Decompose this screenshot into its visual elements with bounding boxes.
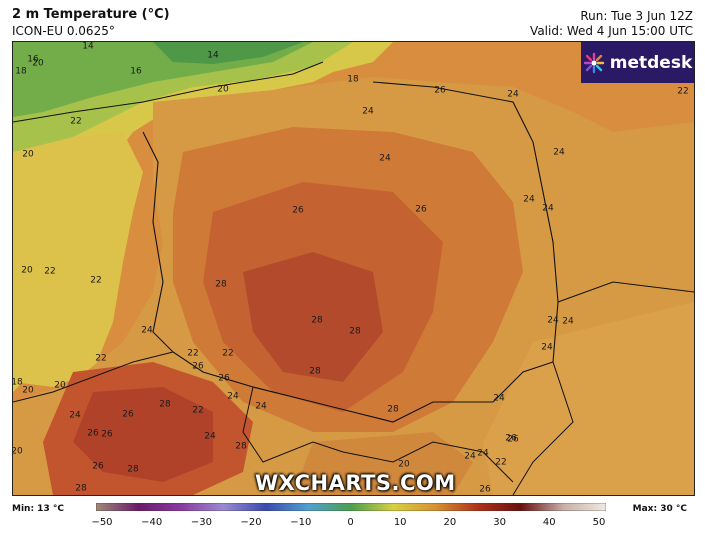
map-title: 2 m Temperature (°C) [12, 7, 170, 22]
contour-label: 24 [553, 147, 565, 158]
wxcharts-watermark: WXCHARTS.COM [255, 471, 456, 495]
contour-label: 26 [192, 361, 204, 372]
contour-label: 28 [215, 279, 227, 290]
colorbar-tick: −40 [141, 517, 163, 528]
contour-label: 26 [218, 373, 230, 384]
contour-label: 24 [69, 410, 81, 421]
metdesk-logo-text: metdesk [609, 52, 693, 73]
temperature-field [13, 42, 694, 495]
contour-label: 20 [398, 459, 410, 470]
contour-label: 18 [12, 377, 23, 388]
contour-label: 22 [95, 353, 107, 364]
colorbar-tick: 10 [393, 517, 407, 528]
contour-label: 18 [15, 66, 27, 77]
contour-label: 20 [32, 58, 44, 69]
contour-label: 22 [222, 348, 234, 359]
contour-label: 24 [541, 342, 553, 353]
contour-label: 28 [235, 441, 247, 452]
contour-label: 24 [562, 316, 574, 327]
contour-label: 16 [130, 66, 142, 77]
contour-label: 22 [495, 457, 507, 468]
contour-label: 22 [187, 348, 199, 359]
contour-label: 26 [415, 204, 427, 215]
contour-label: 20 [22, 385, 34, 396]
run-time: Run: Tue 3 Jun 12Z [580, 9, 693, 23]
contour-label: 28 [349, 326, 361, 337]
contour-label: 26 [122, 409, 134, 420]
contour-label: 26 [101, 429, 113, 440]
contour-label: 22 [70, 116, 82, 127]
temperature-map[interactable]: 14 14 16 18 16 20 18 20 22 20 26 24 22 24 24 24 26 26 24 24… [12, 41, 695, 496]
contour-label: 24 [507, 89, 519, 100]
colorbar-tick: 40 [542, 517, 556, 528]
colorbar-tick: 0 [347, 517, 354, 528]
contour-label: 28 [309, 366, 321, 377]
contour-label: 22 [44, 266, 56, 277]
colorbar-tick: 20 [443, 517, 457, 528]
contour-label: 20 [21, 265, 33, 276]
colorbar-tick: 50 [592, 517, 606, 528]
contour-label: 24 [204, 431, 216, 442]
contour-label: 16 [27, 54, 39, 65]
metdesk-logo-icon [583, 52, 605, 74]
contour-label: 28 [311, 315, 323, 326]
contour-label: 24 [547, 315, 559, 326]
contour-label: 24 [255, 401, 267, 412]
colorbar-tick: −30 [190, 517, 212, 528]
valid-time: Valid: Wed 4 Jun 15:00 UTC [530, 24, 693, 38]
colorbar-tick: −20 [240, 517, 262, 528]
contour-label: 22 [677, 86, 689, 97]
contour-label: 24 [493, 393, 505, 404]
contour-label: 26 [479, 484, 491, 495]
contour-label: 24 [379, 153, 391, 164]
contour-label: 18 [347, 74, 359, 85]
contour-label: 24 [542, 203, 554, 214]
contour-label: 26 [434, 85, 446, 96]
contour-label: 24 [477, 448, 489, 459]
contour-label: 22 [192, 405, 204, 416]
contour-label: 26 [507, 434, 519, 445]
metdesk-logo: metdesk [581, 42, 694, 83]
contour-label: 26 [87, 428, 99, 439]
contour-label: 26 [292, 205, 304, 216]
contour-label: 24 [227, 391, 239, 402]
contour-label: 20 [54, 380, 66, 391]
colorbar-gradient [96, 503, 606, 511]
contour-label: 14 [207, 50, 219, 61]
colorbar-tick: 30 [493, 517, 506, 528]
contour-label: 26 [505, 433, 517, 444]
contour-label: 24 [464, 451, 476, 462]
contour-label: 28 [387, 404, 399, 415]
contour-label: 14 [82, 41, 94, 52]
contour-label: 24 [141, 325, 153, 336]
contour-label: 24 [523, 194, 535, 205]
contour-label: 28 [75, 483, 87, 494]
max-temp-label: Max: 30 °C [632, 504, 687, 514]
min-temp-label: Min: 13 °C [12, 504, 64, 514]
colorbar: Min: 13 °C −50 −40 −30 −20 −10 0 10 20 30 40 50 Ma… [0, 498, 705, 540]
contour-label: 26 [92, 461, 104, 472]
contour-label: 20 [12, 446, 23, 457]
contour-label: 28 [159, 399, 171, 410]
contour-label: 28 [127, 464, 139, 475]
contour-label: 24 [362, 106, 374, 117]
model-label: ICON-EU 0.0625° [12, 24, 115, 38]
contour-label: 20 [217, 84, 229, 95]
contour-label: 22 [90, 275, 102, 286]
colorbar-tick: −50 [91, 517, 113, 528]
contour-label: 20 [22, 149, 34, 160]
colorbar-tick: −10 [290, 517, 312, 528]
